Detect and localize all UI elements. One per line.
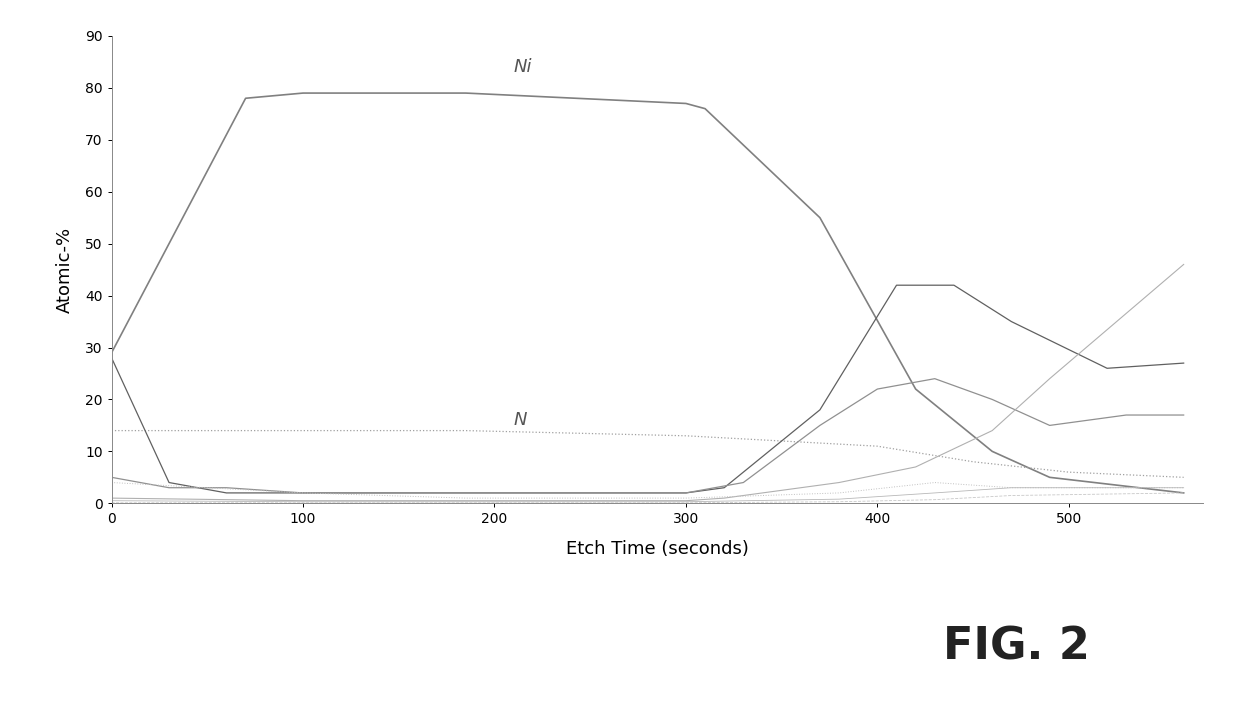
Text: Ni: Ni bbox=[513, 58, 532, 76]
X-axis label: Etch Time (seconds): Etch Time (seconds) bbox=[565, 540, 749, 558]
Y-axis label: Atomic-%: Atomic-% bbox=[56, 226, 74, 313]
Text: FIG. 2: FIG. 2 bbox=[944, 626, 1090, 669]
Text: N: N bbox=[513, 411, 527, 429]
